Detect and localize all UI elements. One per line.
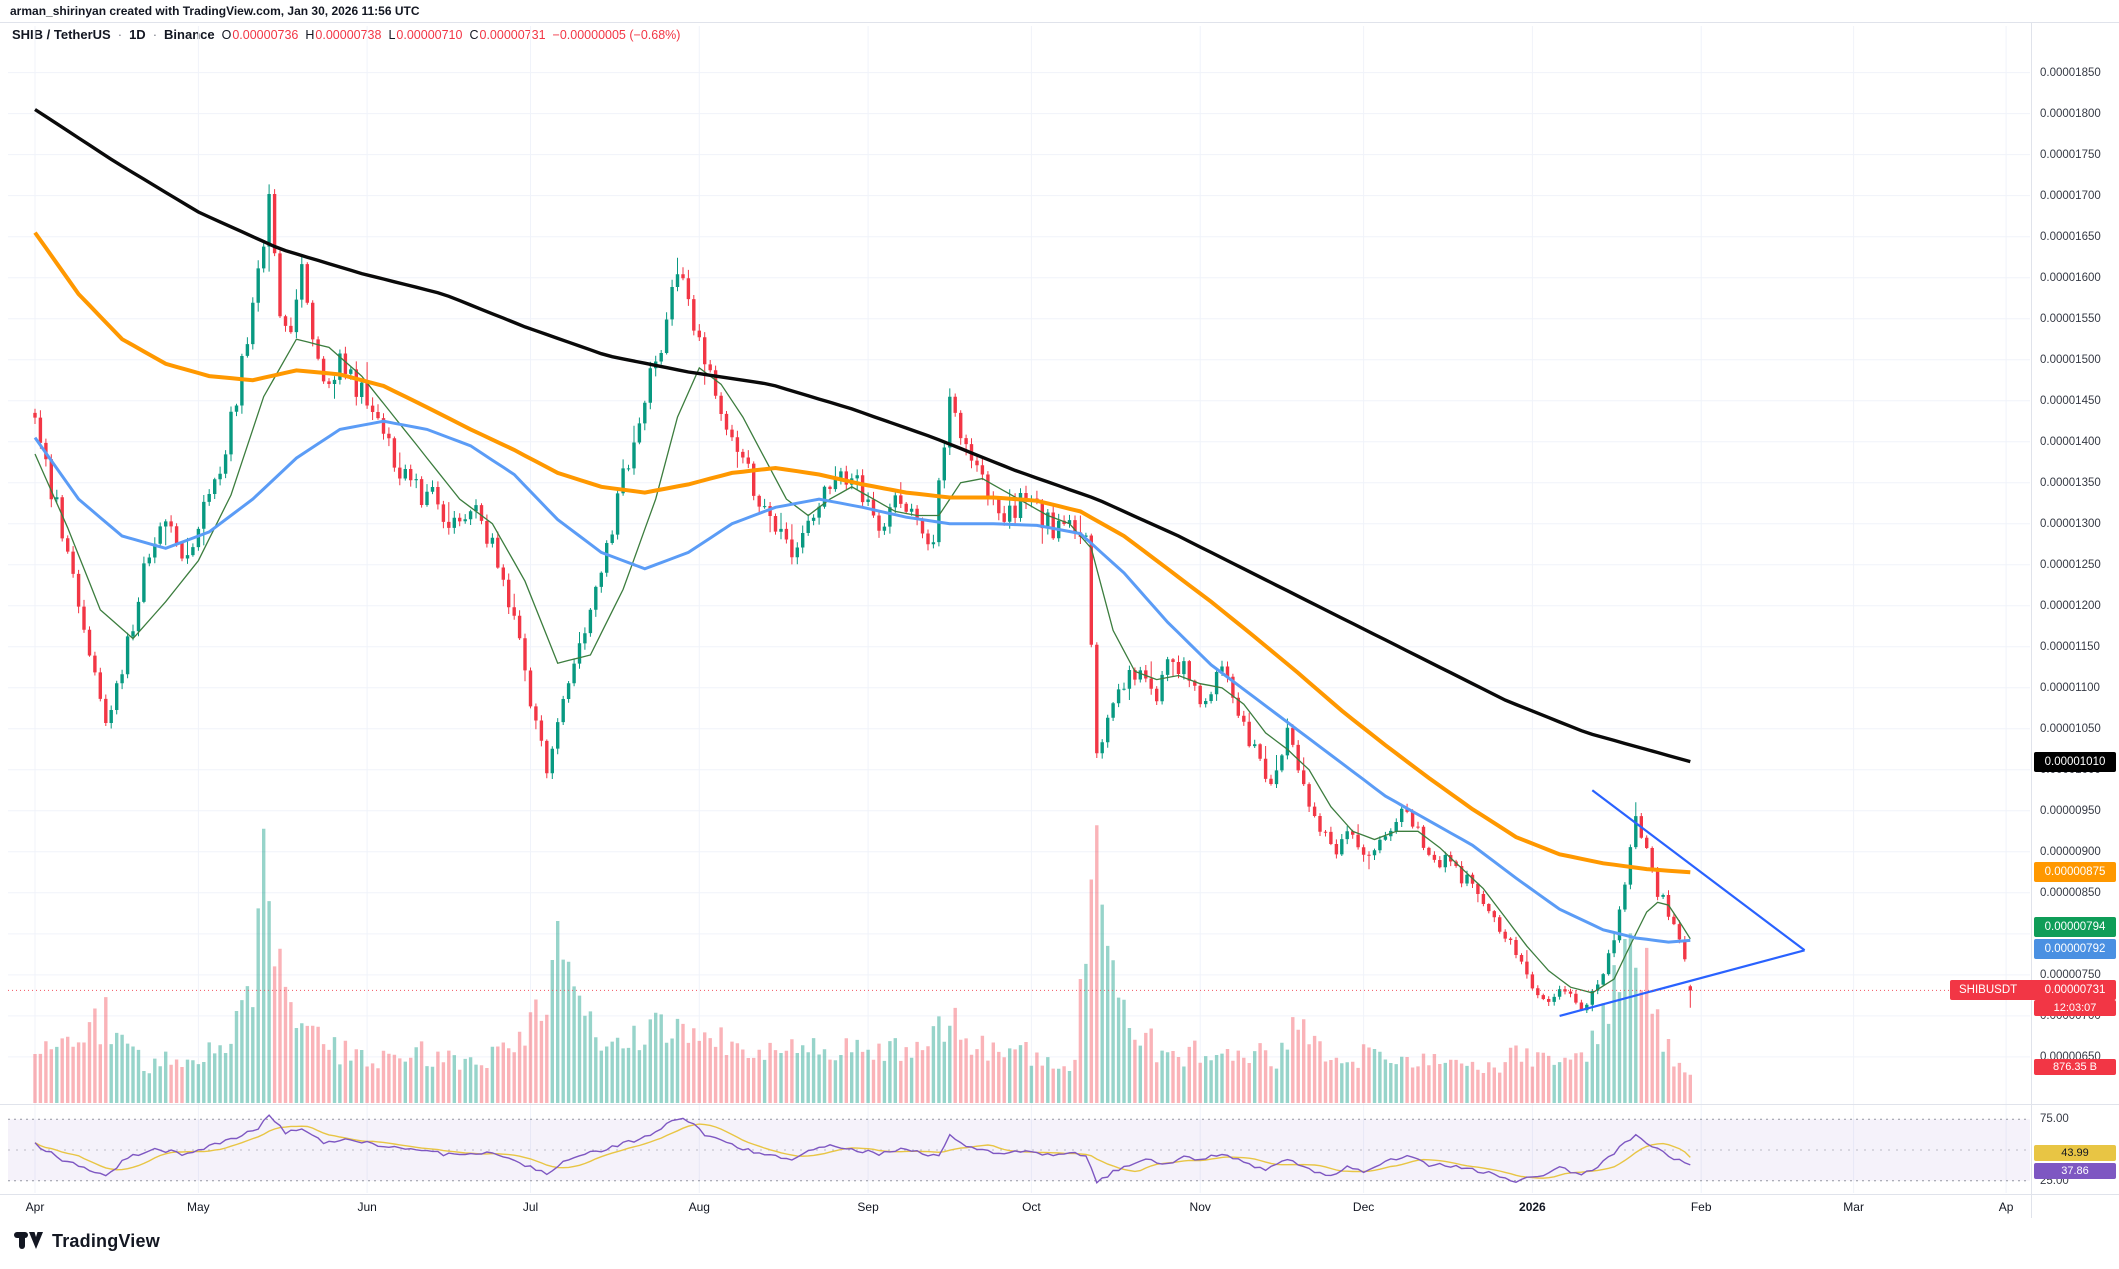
rsi-upper-band-label: 75.00 <box>2040 1113 2069 1126</box>
time-axis-label: Sep <box>857 1200 879 1214</box>
volume-bars <box>33 825 1692 1103</box>
rsi-ma-value-badge: 43.99 <box>2034 1145 2116 1162</box>
open-label: O <box>221 28 232 42</box>
last-price-value: 0.00000731 <box>2044 984 2106 997</box>
ma-orange-price-badge: 0.00000875 <box>2034 862 2116 883</box>
high-label: H <box>305 28 315 42</box>
low-label: L <box>388 28 396 42</box>
time-axis-label: Apr <box>25 1200 45 1214</box>
price-tick-label: 0.00001150 <box>2040 640 2100 653</box>
chart-canvas[interactable] <box>0 0 2119 1225</box>
price-tick-label: 0.00001750 <box>2040 148 2101 161</box>
timeframe-label[interactable]: 1D <box>129 27 146 42</box>
last-price-badge: SHIBUSDT 0.00000731 <box>1950 980 2116 1001</box>
close-value: 0.00000731 <box>479 28 546 42</box>
rsi-ma-line <box>34 1123 1691 1179</box>
legend-separator: · <box>117 27 123 42</box>
rsi-band <box>8 1118 2030 1182</box>
exchange-label: Binance <box>164 27 215 42</box>
price-tick-label: 0.00001850 <box>2040 66 2101 79</box>
legend-separator: · <box>152 27 158 42</box>
last-price-symbol: SHIBUSDT <box>1959 984 2018 997</box>
tradingview-logo[interactable]: TradingView <box>14 1228 160 1254</box>
change-value: −0.00000005 (−0.68%) <box>552 28 681 42</box>
bar-countdown-badge: 12:03:07 <box>2034 1000 2116 1017</box>
price-tick-label: 0.00000850 <box>2040 886 2101 899</box>
price-tick-label: 0.00000950 <box>2040 804 2101 817</box>
ma-green-line <box>34 338 1691 994</box>
price-tick-label: 0.00001300 <box>2040 517 2101 530</box>
grid-lines <box>8 26 2030 1193</box>
volume-value-badge: 876.35 B <box>2034 1058 2116 1075</box>
pane-borders <box>0 22 2119 1218</box>
time-axis-label: Feb <box>1690 1200 1712 1214</box>
price-tick-label: 0.00001450 <box>2040 394 2101 407</box>
time-axis-label: Dec <box>1352 1200 1375 1214</box>
price-tick-label: 0.00001500 <box>2040 353 2101 366</box>
ma-blue-line <box>33 419 1691 944</box>
symbol-name[interactable]: SHIB / TetherUS <box>12 27 111 42</box>
time-axis-label: Mar <box>1843 1200 1864 1214</box>
candlesticks <box>33 184 1692 1013</box>
ma-blue-price-badge: 0.00000792 <box>2034 939 2116 960</box>
ma-green-price-badge: 0.00000794 <box>2034 916 2116 937</box>
price-tick-label: 0.00001100 <box>2040 681 2100 694</box>
price-tick-label: 0.00001550 <box>2040 312 2101 325</box>
symbol-legend[interactable]: SHIB / TetherUS · 1D · Binance O 0.000007… <box>12 27 680 42</box>
time-axis-label: May <box>187 1200 210 1214</box>
time-axis-label: Aug <box>688 1200 710 1214</box>
time-axis-label: 2026 <box>1519 1200 1546 1214</box>
price-tick-label: 0.00001200 <box>2040 599 2101 612</box>
tradingview-logo-icon <box>14 1232 43 1249</box>
rsi-lines <box>34 1114 1691 1185</box>
rsi-line <box>34 1114 1691 1185</box>
ma-black-line <box>34 108 1691 764</box>
time-axis-label: Oct <box>1022 1200 1041 1214</box>
close-label: C <box>469 28 479 42</box>
price-tick-label: 0.00001800 <box>2040 107 2101 120</box>
time-axis-label: Nov <box>1189 1200 1211 1214</box>
open-value: 0.00000736 <box>232 28 299 42</box>
high-value: 0.00000738 <box>315 28 382 42</box>
time-axis-label: Jun <box>357 1200 377 1214</box>
price-tick-label: 0.00000900 <box>2040 845 2101 858</box>
price-tick-label: 0.00000750 <box>2040 968 2101 981</box>
price-tick-label: 0.00001700 <box>2040 189 2101 202</box>
attribution-text: arman_shirinyan created with TradingView… <box>10 4 420 18</box>
rsi-value-badge: 37.86 <box>2034 1162 2116 1179</box>
price-tick-label: 0.00001250 <box>2040 558 2101 571</box>
ma-orange-line <box>33 231 1691 875</box>
price-tick-label: 0.00001350 <box>2040 476 2101 489</box>
time-axis-label: Ap <box>1998 1200 2014 1214</box>
price-tick-label: 0.00001400 <box>2040 435 2101 448</box>
triangle-drawing[interactable] <box>1559 789 1806 1017</box>
price-tick-label: 0.00001600 <box>2040 271 2101 284</box>
time-axis-label: Jul <box>522 1200 539 1214</box>
low-value: 0.00000710 <box>396 28 463 42</box>
moving-averages <box>33 108 1691 994</box>
price-tick-label: 0.00001650 <box>2040 230 2101 243</box>
ma-black-price-badge: 0.00001010 <box>2034 751 2116 772</box>
tradingview-logo-text: TradingView <box>52 1230 160 1251</box>
price-tick-label: 0.00001050 <box>2040 722 2101 735</box>
